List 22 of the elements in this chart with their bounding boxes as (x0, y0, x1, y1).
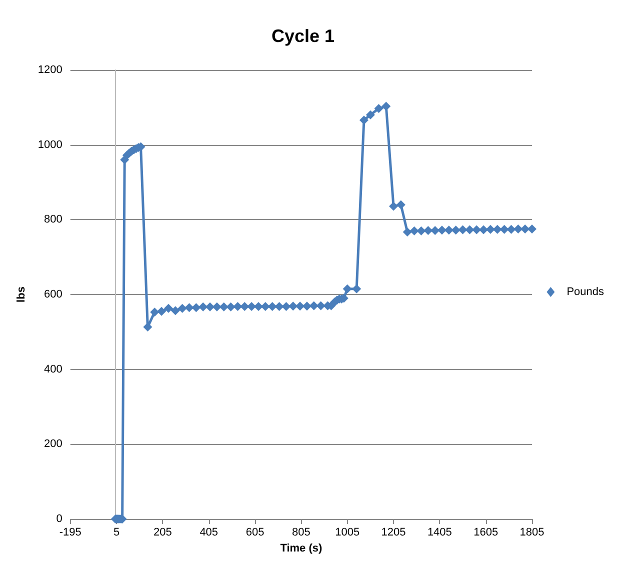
y-tick-label: 1000 (38, 138, 62, 151)
x-tick-label: 405 (200, 526, 218, 538)
x-tick-label: 1605 (474, 526, 498, 538)
x-tick-label: 1805 (520, 526, 544, 538)
y-tick-label: 400 (44, 363, 62, 376)
legend-label: Pounds (566, 286, 604, 298)
x-tick-label: 1405 (427, 526, 452, 538)
chart-title: Cycle 1 (271, 26, 335, 46)
x-tick-label: 5 (113, 526, 120, 538)
x-tick-label: 1005 (335, 526, 360, 538)
y-tick-label: 0 (56, 513, 62, 525)
x-tick-label: 805 (292, 526, 310, 538)
y-tick-label: 1200 (38, 64, 62, 76)
y-axis-title: lbs (16, 286, 28, 302)
y-tick-label: 200 (44, 438, 62, 450)
x-tick-label: 205 (154, 526, 172, 538)
x-axis-title: Time (s) (280, 542, 323, 554)
x-tick-label: 1205 (381, 526, 406, 538)
x-tick-label: -195 (59, 526, 82, 538)
y-tick-label: 600 (44, 288, 62, 300)
y-tick-label: 800 (44, 214, 62, 226)
x-tick-label: 605 (246, 526, 264, 538)
